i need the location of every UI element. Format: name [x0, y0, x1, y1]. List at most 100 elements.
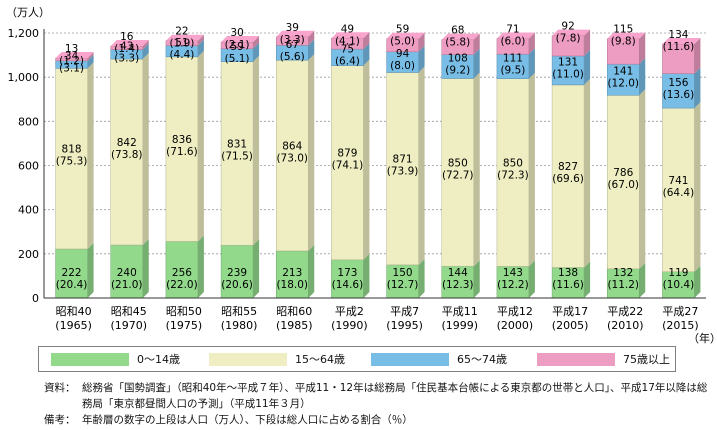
bar-side — [87, 242, 94, 298]
data-label-value: 134 — [668, 29, 688, 41]
x-tick-label-year: (2010) — [607, 319, 644, 332]
data-label-share: (12.3) — [442, 279, 474, 291]
y-tick-label: 1,200 — [8, 27, 40, 40]
data-label-value: 115 — [613, 24, 633, 36]
data-label-value: 49 — [341, 23, 354, 35]
data-label-share: (7.8) — [556, 33, 581, 45]
data-label-share: (22.0) — [166, 279, 198, 291]
data-label-value: 92 — [561, 21, 574, 33]
remarks-note-text: 年齢層の数字の上段は人口（万人）、下段は総人口に占める割合（％） — [82, 414, 413, 426]
data-labels: 222(20.4) 818(75.3) 34(3.1) 13(1.2) 240(21.0… — [56, 21, 694, 291]
bar-side — [142, 40, 149, 50]
data-label-share: (9.2) — [445, 65, 470, 77]
data-label-value: 141 — [613, 66, 633, 78]
bar-segment — [496, 53, 530, 79]
data-label-value: 75 — [341, 43, 354, 55]
bar-side — [639, 32, 646, 65]
x-tick-label-era: 平成17 — [552, 305, 588, 318]
x-tick-label-era: 昭和40 — [56, 305, 92, 318]
axes: 02004006008001,0001,200昭和40(1965)昭和45(19… — [8, 27, 706, 332]
data-label-value: 34 — [65, 51, 79, 63]
bar-side — [584, 78, 591, 268]
data-label-value: 240 — [117, 267, 137, 279]
bar-top — [276, 30, 315, 37]
x-tick-label-era: 昭和60 — [276, 305, 312, 318]
bar-side — [142, 43, 149, 60]
data-label-share: (20.6) — [221, 279, 253, 291]
y-tick-label: 1,000 — [8, 71, 40, 84]
bar-side — [253, 36, 260, 49]
legend-label-65-74: 65～74歳 — [457, 353, 507, 366]
data-label-share: (11.6) — [552, 279, 584, 291]
data-label-share: (1.2) — [59, 55, 84, 67]
y-tick-label: 400 — [18, 204, 39, 217]
bar-side — [197, 34, 204, 46]
data-label-value: 39 — [286, 22, 299, 34]
data-label-value: 138 — [558, 267, 578, 279]
x-tick-label-year: (1975) — [166, 319, 203, 332]
bar-side — [528, 72, 535, 267]
data-label-share: (71.5) — [221, 150, 253, 162]
data-label-share: (5.8) — [445, 37, 470, 49]
data-label-value: 111 — [503, 52, 523, 64]
bar-top — [607, 32, 646, 39]
x-tick-label-year: (1999) — [441, 319, 478, 332]
data-label-value: 827 — [558, 161, 578, 173]
y-tick-label: 800 — [18, 115, 39, 128]
bar-segment — [220, 61, 254, 246]
data-label-share: (72.3) — [497, 170, 529, 182]
bar-side — [473, 33, 480, 55]
bar-side — [473, 48, 480, 79]
data-label-value: 850 — [503, 158, 523, 170]
data-label-value: 144 — [448, 267, 468, 279]
data-label-value: 741 — [668, 175, 688, 187]
bar-top — [55, 51, 94, 58]
bar-side — [197, 50, 204, 242]
data-label-value: 879 — [337, 148, 357, 160]
bar-segment — [607, 38, 640, 65]
data-label-share: (8.0) — [390, 60, 415, 72]
data-label-value: 222 — [62, 267, 82, 279]
source-note: 資料： 総務省「国勢調査」（昭和40年～平成７年）、平成11・12年は総務局「住… — [44, 380, 716, 412]
data-label-share: (74.1) — [332, 160, 364, 172]
x-tick-label-year: (1990) — [331, 319, 368, 332]
bar-segment — [441, 78, 474, 267]
x-tick-label-era: 平成2 — [335, 305, 364, 318]
bar-segment — [331, 259, 364, 299]
data-label-value: 119 — [668, 267, 688, 279]
legend-swatch-15-64 — [209, 352, 287, 366]
x-tick-label-era: 平成12 — [497, 305, 533, 318]
bar-side — [584, 49, 591, 85]
x-tick-label-year: (2005) — [552, 319, 589, 332]
data-label-share: (73.0) — [276, 153, 308, 165]
x-tick-label-year: (1985) — [276, 319, 313, 332]
data-label-share: (21.0) — [111, 279, 143, 291]
data-label-value: 108 — [448, 53, 468, 65]
bar-side — [584, 29, 591, 56]
bar-side — [142, 53, 149, 245]
x-tick-label-era: 平成7 — [390, 305, 419, 318]
bar-side — [639, 58, 646, 96]
data-label-value: 71 — [506, 24, 519, 36]
data-label-value: 22 — [175, 26, 188, 38]
source-notes: 資料： 総務省「国勢調査」（昭和40年～平成７年）、平成11・12年は総務局「住… — [44, 380, 716, 428]
source-note-text: 総務省「国勢調査」（昭和40年～平成７年）、平成11・12年は総務局「住民基本台… — [82, 382, 708, 410]
bar-top — [331, 32, 370, 39]
data-label-value: 831 — [227, 138, 247, 150]
bars — [55, 29, 701, 299]
bar-segment — [165, 241, 199, 299]
bar-side — [694, 265, 701, 298]
legend-swatch-65-74 — [371, 352, 449, 366]
bar-side — [694, 102, 701, 272]
bar-segment — [55, 68, 88, 250]
legend-label-75-plus: 75歳以上 — [623, 353, 670, 366]
data-label-value: 850 — [448, 157, 468, 169]
data-label-value: 842 — [117, 137, 137, 149]
data-label-share: (73.9) — [387, 166, 419, 178]
data-label-value: 256 — [172, 267, 192, 279]
data-label-value: 67 — [286, 39, 299, 51]
legend-swatch-75-plus — [537, 352, 615, 366]
data-label-share: (9.8) — [611, 36, 636, 48]
data-label-share: (69.6) — [552, 173, 584, 185]
data-label-value: 51 — [175, 37, 188, 49]
